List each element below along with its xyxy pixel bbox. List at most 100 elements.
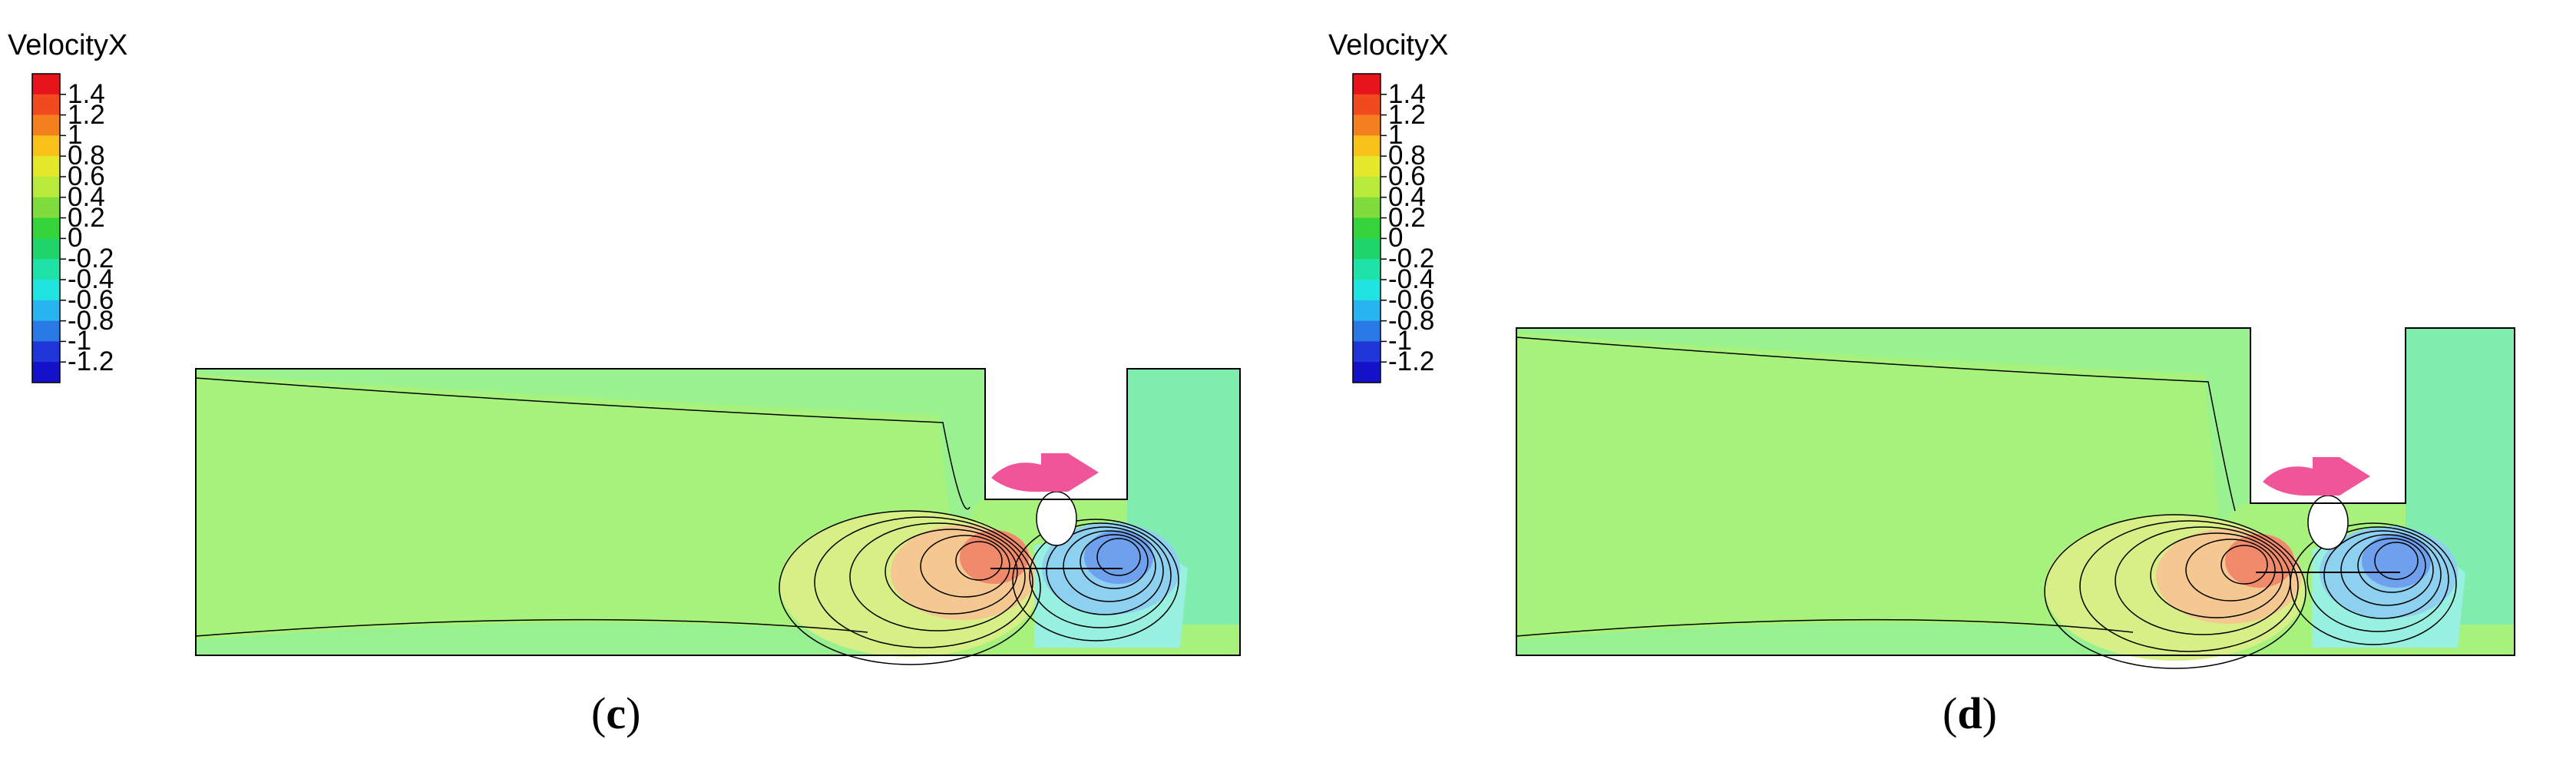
colorbar-tick-label: 1.2 [1388,99,1426,130]
colorbar-tick-label: 0.2 [68,202,105,233]
colorbar-segment [32,238,60,260]
colorbar-segment [1353,238,1381,260]
contour-line [885,529,1018,615]
colorbar-segment [1353,197,1381,219]
contour-line [814,516,1033,648]
contour-line [2150,532,2283,618]
propeller [2263,457,2370,496]
colorbar-segment [1353,156,1381,177]
domain-outline [1516,327,2515,656]
colorbar-tick-label: -1 [68,326,92,356]
panel-c: VelocityX 1.4 1.2 1 0.8 0.6 0.4 0.2 0 -0.2 -0.4 -0… [0,0,1275,779]
contour-line [2044,514,2306,669]
colorbar-segment [1353,259,1381,280]
colorbar-tick-label: 0 [1388,223,1404,254]
colorbar-segment [1353,280,1381,301]
colorbar-tick-label: 0.6 [1388,161,1426,191]
contour-line [2290,522,2457,645]
top-boundary-layer [1516,328,2250,528]
colorbar-tick-label: 0.2 [1388,202,1426,233]
colorbar-segment [1353,94,1381,116]
colorbar-tick-label: -0.4 [68,264,114,294]
colorbar-frame [1352,73,1381,383]
colorbar-frame [31,73,61,383]
colorbar-tick-label: 0.6 [68,161,105,191]
contour-line [2306,526,2449,632]
contour-line [195,377,971,510]
colorbar-segment [32,362,60,383]
contour-line [779,510,1041,665]
contour-line [849,522,1026,631]
velocity-contour-plot [1516,327,2515,669]
colorbar-segment [32,217,60,239]
colorbar-segment [32,135,60,157]
colorbar-tick-label: 1 [68,120,83,151]
colorbar-segment [1353,114,1381,136]
colorbar-segment [32,114,60,136]
contour-line [1516,336,2236,512]
bottom-boundary-layer [1516,622,2141,655]
colorbar-tick-label: 1.2 [68,99,105,130]
panel-label: (c) [591,688,641,738]
contour-line [920,535,1010,598]
colorbar [31,73,66,383]
contour-line [195,618,868,637]
contour-line [1096,538,1141,576]
colorbar-tick-label: -0.8 [68,305,114,336]
colorbar-tick-label: -0.4 [1388,264,1435,294]
propeller [991,453,1099,492]
contour-line [1080,534,1149,589]
colorbar-segment [1353,177,1381,198]
colorbar [1352,73,1387,383]
colorbar-tick-label: 0 [68,223,83,254]
colorbar-tick-label: -1.2 [1388,346,1435,377]
colorbar-segment [32,300,60,322]
colorbar-tick-label: 0.4 [68,181,105,212]
contour-line [2221,545,2268,585]
negative-peak-contour [1084,530,1153,584]
colorbar-segment [1353,320,1381,342]
colorbar-tick-label: 1.4 [1388,78,1426,109]
panel-label: (d) [1943,688,1997,738]
contour-line [1046,526,1164,615]
colorbar-segment [32,177,60,198]
colorbar-segment [32,74,60,95]
contour-line [1063,530,1156,602]
contour-line [2340,534,2434,606]
contour-line [2079,520,2299,652]
colorbar-segment [32,156,60,177]
colorbar-tick-label: 0.4 [1388,181,1426,212]
colorbar-tick-label: -0.2 [1388,244,1435,274]
contour-line [1516,618,2134,637]
contour-line [2357,538,2426,593]
bottom-boundary-layer [196,622,875,655]
colorbar-tick-label: -0.2 [68,244,114,274]
contour-line [2374,542,2419,580]
velocity-contour-plot [195,368,1241,665]
contour-line [2185,539,2276,602]
colorbar-segment [32,320,60,342]
contour-line [1029,522,1172,628]
colorbar-segment [1353,217,1381,239]
domain-outline [195,368,1241,656]
negative-peak-contour [2362,534,2431,588]
colorbar-tick-label: 0.8 [68,141,105,171]
colorbar-segment [32,197,60,219]
colorbar-segment [32,280,60,301]
colorbar-tick-label: -0.6 [68,284,114,315]
colorbar-segment [1353,341,1381,363]
colorbar-tick-label: 1.4 [68,78,105,109]
panel-d: VelocityX 1.4 1.2 1 0.8 0.6 0.4 0.2 0 -0.2 -0.4 -0… [1321,0,2576,779]
colorbar-title: VelocityX [8,29,128,61]
colorbar-segment [32,259,60,280]
colorbar-tick-label: -0.6 [1388,284,1435,315]
colorbar-tick-label: 0.8 [1388,141,1426,171]
top-boundary-layer [196,369,985,569]
colorbar-title: VelocityX [1328,29,1449,61]
colorbar-tick-label: -1.2 [68,346,114,377]
colorbar-segment [32,94,60,116]
contour-line [1012,519,1179,641]
colorbar-segment [1353,300,1381,322]
colorbar-segment [1353,362,1381,383]
colorbar-segment [32,341,60,363]
